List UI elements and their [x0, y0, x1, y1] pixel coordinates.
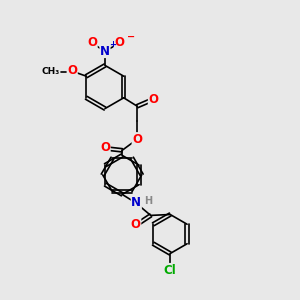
Text: O: O	[100, 141, 110, 154]
Text: O: O	[131, 218, 141, 231]
Text: N: N	[131, 196, 141, 209]
Text: O: O	[148, 93, 158, 106]
Text: O: O	[132, 133, 142, 146]
Text: O: O	[87, 36, 97, 50]
Text: CH₃: CH₃	[41, 67, 60, 76]
Text: Cl: Cl	[164, 263, 177, 277]
Text: +: +	[109, 40, 116, 49]
Text: O: O	[67, 64, 77, 77]
Text: O: O	[114, 36, 124, 50]
Text: N: N	[100, 44, 110, 58]
Text: −: −	[127, 32, 135, 42]
Text: H: H	[144, 196, 152, 206]
